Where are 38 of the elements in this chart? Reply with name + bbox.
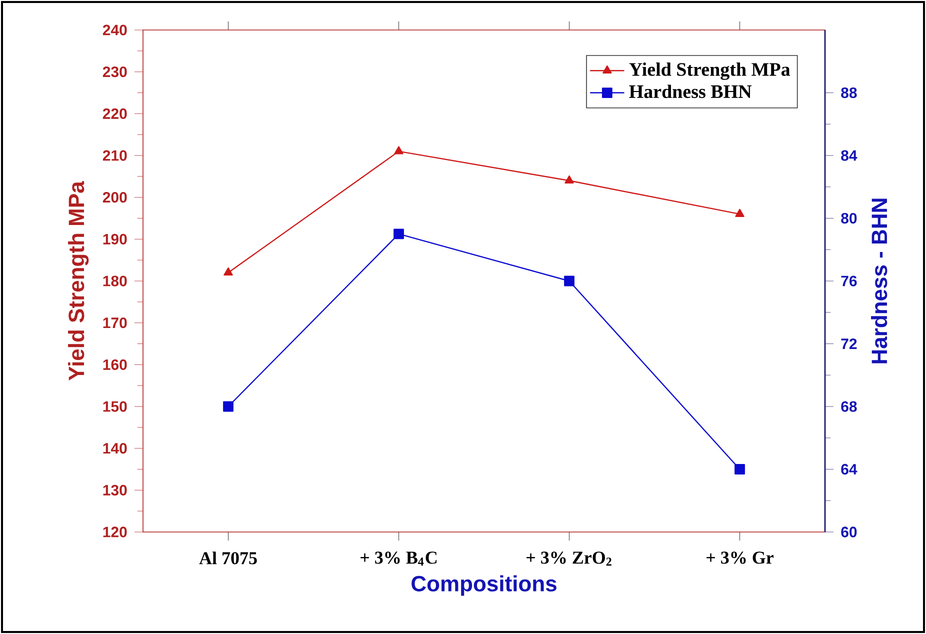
point [564,175,574,184]
y2-tick-label: 60 [841,526,857,538]
y-tick-label: 180 [103,276,127,286]
y-axis-title: Yield Strength MPa [68,181,89,380]
y-tick-label: 120 [103,526,127,538]
x-tick-label: + 3% B$_{4}$C [360,552,437,566]
y-tick-label: 220 [102,108,127,119]
legend-label: Hardness BHN [629,84,752,98]
y-tick-label: 130 [103,484,127,496]
y-tick-label: 210 [102,150,127,161]
y-tick-label: 150 [103,401,127,412]
point [224,267,233,276]
point [564,276,574,286]
y2-tick-label: 72 [841,338,857,349]
x-tick-label: Al 7075 [199,552,257,564]
y-tick-label: 190 [103,234,127,244]
y2-tick-label: 80 [841,212,857,224]
y-tick-label: 240 [102,24,127,36]
x-axis-title: Compositions [412,575,556,596]
point [735,208,744,217]
y-tick-label: 170 [103,318,127,328]
y2-tick-label: 64 [841,464,858,475]
y2-tick-label: 76 [841,276,857,286]
y2-tick-label: 84 [841,150,858,161]
point [394,146,404,154]
y2-tick-label: 68 [841,401,857,412]
x-tick-label: + 3% Gr [706,552,774,564]
x-tick-label: + 3% ZrO$_{2}$ [526,552,612,566]
point [394,228,404,240]
y-tick-label: 140 [103,443,127,454]
y2-axis-title: Hardness - BHN [871,198,888,364]
y-tick-label: 160 [103,359,127,370]
legend-label: Yield Strength MPa [629,62,790,80]
point [734,464,745,474]
y-tick-label: 230 [102,66,127,78]
point [223,401,234,412]
y2-tick-label: 88 [841,87,857,98]
y-tick-label: 200 [102,192,127,203]
